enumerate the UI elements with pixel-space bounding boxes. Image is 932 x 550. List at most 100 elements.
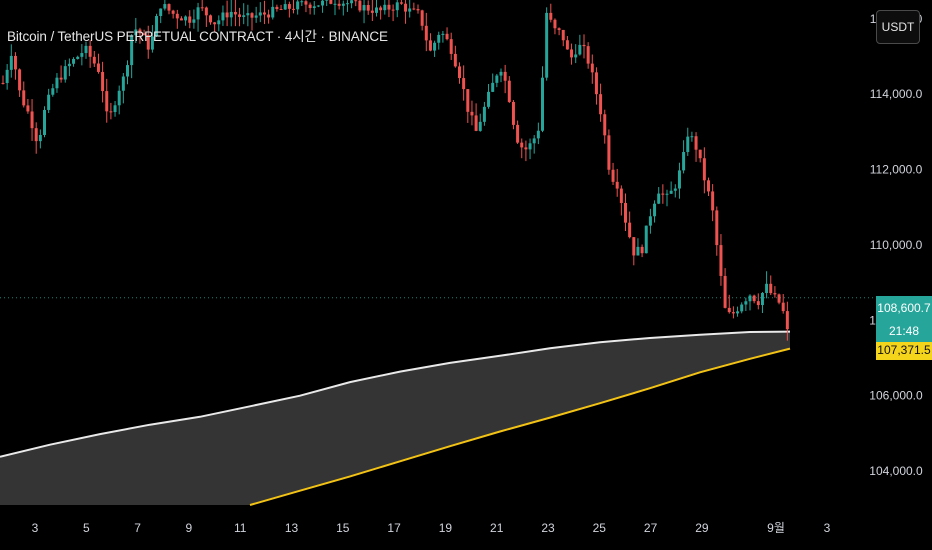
candle[interactable] xyxy=(296,0,300,15)
candle[interactable] xyxy=(130,34,134,79)
candle[interactable] xyxy=(594,67,598,105)
candle[interactable] xyxy=(632,236,636,266)
candle[interactable] xyxy=(246,4,250,27)
candle[interactable] xyxy=(507,76,511,104)
candle[interactable] xyxy=(765,271,769,299)
candle[interactable] xyxy=(574,44,578,64)
candle[interactable] xyxy=(694,132,698,162)
candle[interactable] xyxy=(30,99,34,141)
candle[interactable] xyxy=(570,43,574,65)
candle[interactable] xyxy=(433,40,437,57)
candle[interactable] xyxy=(528,138,532,160)
price-axis[interactable]: 104,000.0106,000.0108,000.0110,000.0112,… xyxy=(869,12,923,478)
candle[interactable] xyxy=(520,138,524,159)
candle[interactable] xyxy=(146,25,150,59)
candle[interactable] xyxy=(117,85,121,115)
candle[interactable] xyxy=(511,100,515,130)
candle[interactable] xyxy=(785,301,789,341)
candle[interactable] xyxy=(159,8,163,24)
candle[interactable] xyxy=(731,306,735,319)
candle[interactable] xyxy=(478,113,482,132)
candle[interactable] xyxy=(723,268,727,309)
candle[interactable] xyxy=(628,211,632,239)
candle[interactable] xyxy=(221,5,225,26)
candle[interactable] xyxy=(96,53,100,74)
candle[interactable] xyxy=(213,21,217,33)
candle[interactable] xyxy=(366,0,370,15)
candle[interactable] xyxy=(424,12,428,52)
currency-button[interactable]: USDT xyxy=(876,10,920,44)
candle[interactable] xyxy=(495,73,499,88)
candle[interactable] xyxy=(619,185,623,216)
candle[interactable] xyxy=(769,275,773,296)
candle[interactable] xyxy=(192,9,196,29)
candle[interactable] xyxy=(707,177,710,196)
candle[interactable] xyxy=(184,15,188,26)
candle[interactable] xyxy=(76,55,80,60)
candle[interactable] xyxy=(773,286,777,298)
candle[interactable] xyxy=(375,0,378,17)
candle[interactable] xyxy=(682,140,686,174)
candle[interactable] xyxy=(428,33,432,52)
candle[interactable] xyxy=(325,0,329,7)
candle[interactable] xyxy=(565,36,569,50)
candle[interactable] xyxy=(441,30,445,43)
candle[interactable] xyxy=(179,16,183,21)
candle[interactable] xyxy=(615,168,619,197)
candle[interactable] xyxy=(225,0,229,27)
candle[interactable] xyxy=(557,27,561,36)
candle[interactable] xyxy=(736,306,740,317)
candle[interactable] xyxy=(283,0,287,10)
candle[interactable] xyxy=(308,2,312,15)
candle[interactable] xyxy=(88,40,92,68)
candle[interactable] xyxy=(711,184,715,222)
candle[interactable] xyxy=(445,27,449,41)
candle[interactable] xyxy=(34,122,38,154)
candle[interactable] xyxy=(416,4,420,14)
candle[interactable] xyxy=(171,9,175,19)
candle[interactable] xyxy=(51,83,55,97)
candle[interactable] xyxy=(1,75,5,85)
candle[interactable] xyxy=(150,25,154,53)
candle[interactable] xyxy=(105,78,109,123)
candle[interactable] xyxy=(553,18,557,35)
candle[interactable] xyxy=(275,4,279,12)
candle[interactable] xyxy=(744,297,748,311)
candle[interactable] xyxy=(470,100,474,126)
candle[interactable] xyxy=(715,206,719,256)
candle[interactable] xyxy=(43,106,46,138)
candle[interactable] xyxy=(532,135,536,154)
candle[interactable] xyxy=(777,293,781,305)
candle[interactable] xyxy=(350,0,354,9)
candle[interactable] xyxy=(38,129,42,149)
candle[interactable] xyxy=(229,0,233,27)
candle[interactable] xyxy=(669,181,673,194)
candle[interactable] xyxy=(167,3,171,15)
candle[interactable] xyxy=(462,65,466,101)
candle[interactable] xyxy=(84,41,88,59)
candle[interactable] xyxy=(250,12,254,31)
candle[interactable] xyxy=(72,57,76,67)
candle[interactable] xyxy=(673,184,677,198)
candle[interactable] xyxy=(640,244,644,258)
candle[interactable] xyxy=(341,0,345,16)
candle[interactable] xyxy=(698,149,702,163)
candle[interactable] xyxy=(586,42,590,69)
candle[interactable] xyxy=(18,68,22,97)
candle[interactable] xyxy=(391,4,395,22)
candle[interactable] xyxy=(756,293,760,310)
candle[interactable] xyxy=(121,72,125,104)
candle[interactable] xyxy=(188,10,192,29)
candle[interactable] xyxy=(449,32,453,60)
candle[interactable] xyxy=(665,189,669,207)
candle[interactable] xyxy=(648,208,652,234)
candle[interactable] xyxy=(541,66,544,133)
candle[interactable] xyxy=(22,81,26,108)
candle[interactable] xyxy=(590,54,594,84)
candle[interactable] xyxy=(657,187,661,205)
candle[interactable] xyxy=(196,2,200,32)
candle[interactable] xyxy=(287,1,291,18)
candle[interactable] xyxy=(503,64,507,94)
candle[interactable] xyxy=(599,83,603,122)
